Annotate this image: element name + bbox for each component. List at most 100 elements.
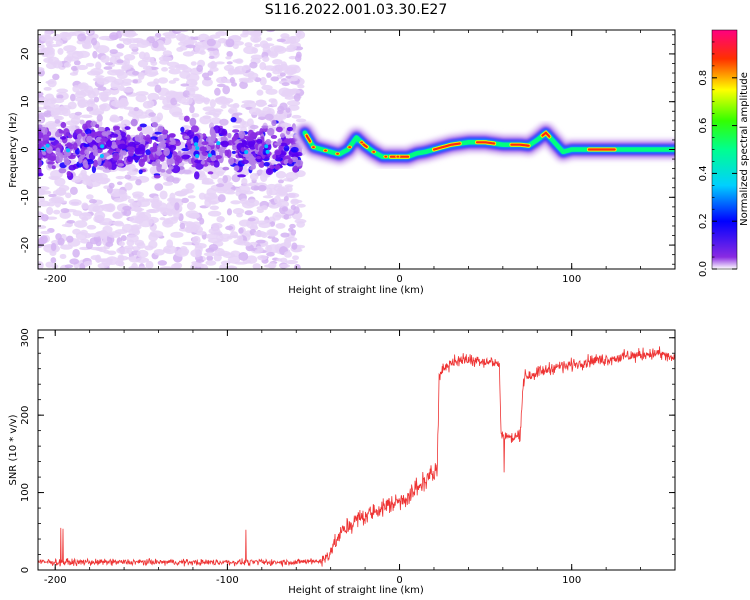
noise-blob-strong bbox=[286, 126, 294, 132]
noise-blob bbox=[97, 86, 107, 91]
noise-blob bbox=[286, 100, 301, 107]
noise-blob bbox=[201, 78, 213, 87]
noise-blob bbox=[157, 96, 166, 101]
noise-blob bbox=[185, 183, 195, 190]
noise-blob bbox=[220, 238, 229, 242]
noise-blob-strong bbox=[132, 156, 140, 161]
noise-blob bbox=[46, 206, 54, 215]
noise-blob bbox=[113, 189, 127, 197]
noise-blob bbox=[162, 50, 173, 57]
noise-blob bbox=[52, 33, 62, 42]
noise-peak bbox=[195, 153, 200, 158]
noise-blob-strong bbox=[291, 156, 299, 163]
noise-blob bbox=[121, 78, 133, 84]
snr-x-ticks: -200 -100 0 100 bbox=[44, 330, 676, 586]
figure-title: S116.2022.001.03.30.E27 bbox=[265, 2, 448, 18]
noise-blob bbox=[288, 104, 300, 111]
noise-blob bbox=[128, 266, 138, 269]
noise-blob-strong bbox=[96, 130, 103, 137]
x-tick-label: -200 bbox=[44, 575, 67, 586]
noise-blob bbox=[194, 242, 207, 249]
noise-blob bbox=[189, 81, 198, 86]
noise-blob-strong bbox=[211, 132, 217, 139]
noise-blob-strong bbox=[79, 149, 86, 155]
noise-blob-strong bbox=[232, 129, 240, 133]
noise-blob bbox=[116, 247, 130, 255]
x-tick-label: 100 bbox=[562, 274, 581, 285]
noise-blob bbox=[257, 184, 267, 192]
noise-blob-strong bbox=[201, 141, 209, 146]
noise-blob bbox=[78, 212, 92, 221]
noise-blob bbox=[95, 247, 103, 252]
noise-blob-strong bbox=[138, 169, 143, 175]
noise-blob bbox=[105, 62, 114, 66]
noise-blob bbox=[109, 116, 121, 123]
noise-blob-strong bbox=[38, 172, 44, 177]
noise-blob-strong bbox=[51, 165, 56, 170]
noise-blob bbox=[115, 175, 126, 180]
y-tick-label: -20 bbox=[20, 237, 31, 253]
noise-blob bbox=[127, 198, 135, 204]
noise-blob bbox=[60, 208, 70, 214]
noise-blob-strong bbox=[84, 163, 89, 169]
y-tick-label: -10 bbox=[20, 189, 31, 205]
noise-blob-strong bbox=[232, 146, 237, 151]
noise-blob-strong bbox=[155, 150, 163, 156]
noise-blob bbox=[285, 259, 299, 265]
noise-blob bbox=[187, 195, 196, 199]
noise-blob bbox=[175, 94, 183, 102]
y-tick-label: 10 bbox=[20, 95, 31, 108]
colorbar: 0.0 0.2 0.4 0.6 0.8 Normalized spectral ampl… bbox=[698, 29, 750, 277]
noise-blob-strong bbox=[91, 165, 96, 174]
noise-blob bbox=[69, 124, 76, 132]
noise-blob bbox=[268, 98, 277, 103]
noise-blob bbox=[172, 177, 180, 184]
noise-blob-strong bbox=[150, 136, 158, 140]
noise-blob bbox=[212, 113, 220, 118]
noise-blob-strong bbox=[220, 140, 229, 148]
noise-blob-strong bbox=[200, 160, 206, 165]
snr-y-ticks: 0 100 200 300 bbox=[20, 328, 675, 573]
noise-blob bbox=[126, 38, 139, 44]
noise-blob-strong bbox=[100, 137, 109, 143]
noise-blob bbox=[87, 233, 101, 238]
noise-peak bbox=[99, 153, 104, 158]
noise-blob-strong bbox=[126, 146, 133, 151]
ridge-bead-core bbox=[324, 149, 327, 152]
noise-blob-strong bbox=[112, 152, 120, 161]
noise-blob-strong bbox=[67, 134, 73, 139]
noise-blob bbox=[72, 248, 80, 258]
noise-blob bbox=[65, 192, 72, 199]
noise-blob bbox=[38, 196, 45, 203]
noise-blob bbox=[168, 80, 177, 84]
noise-blob bbox=[137, 59, 149, 68]
noise-blob bbox=[189, 87, 196, 96]
noise-blob bbox=[238, 219, 251, 227]
noise-blob bbox=[272, 59, 283, 65]
noise-peak bbox=[66, 148, 71, 153]
noise-blob bbox=[148, 71, 159, 76]
noise-blob bbox=[116, 43, 125, 49]
noise-blob-strong bbox=[271, 119, 277, 127]
noise-blob bbox=[281, 206, 289, 212]
noise-blob-strong bbox=[72, 142, 78, 151]
noise-blob bbox=[191, 113, 200, 118]
noise-blob bbox=[185, 44, 196, 49]
noise-blob bbox=[190, 249, 203, 258]
noise-blob-strong bbox=[117, 163, 125, 167]
noise-blob bbox=[203, 115, 212, 120]
noise-blob bbox=[270, 76, 279, 82]
noise-blob bbox=[172, 111, 184, 116]
noise-blob bbox=[191, 225, 204, 234]
noise-blob bbox=[100, 55, 110, 63]
noise-blob-strong bbox=[139, 123, 147, 128]
noise-blob bbox=[38, 112, 49, 117]
noise-blob bbox=[157, 260, 168, 266]
noise-blob-strong bbox=[274, 149, 282, 156]
noise-blob bbox=[209, 99, 216, 108]
noise-blob bbox=[97, 166, 105, 170]
frequency-ridge bbox=[293, 121, 675, 168]
noise-blob bbox=[262, 56, 270, 63]
noise-blob bbox=[209, 117, 222, 125]
noise-blob bbox=[140, 111, 148, 115]
